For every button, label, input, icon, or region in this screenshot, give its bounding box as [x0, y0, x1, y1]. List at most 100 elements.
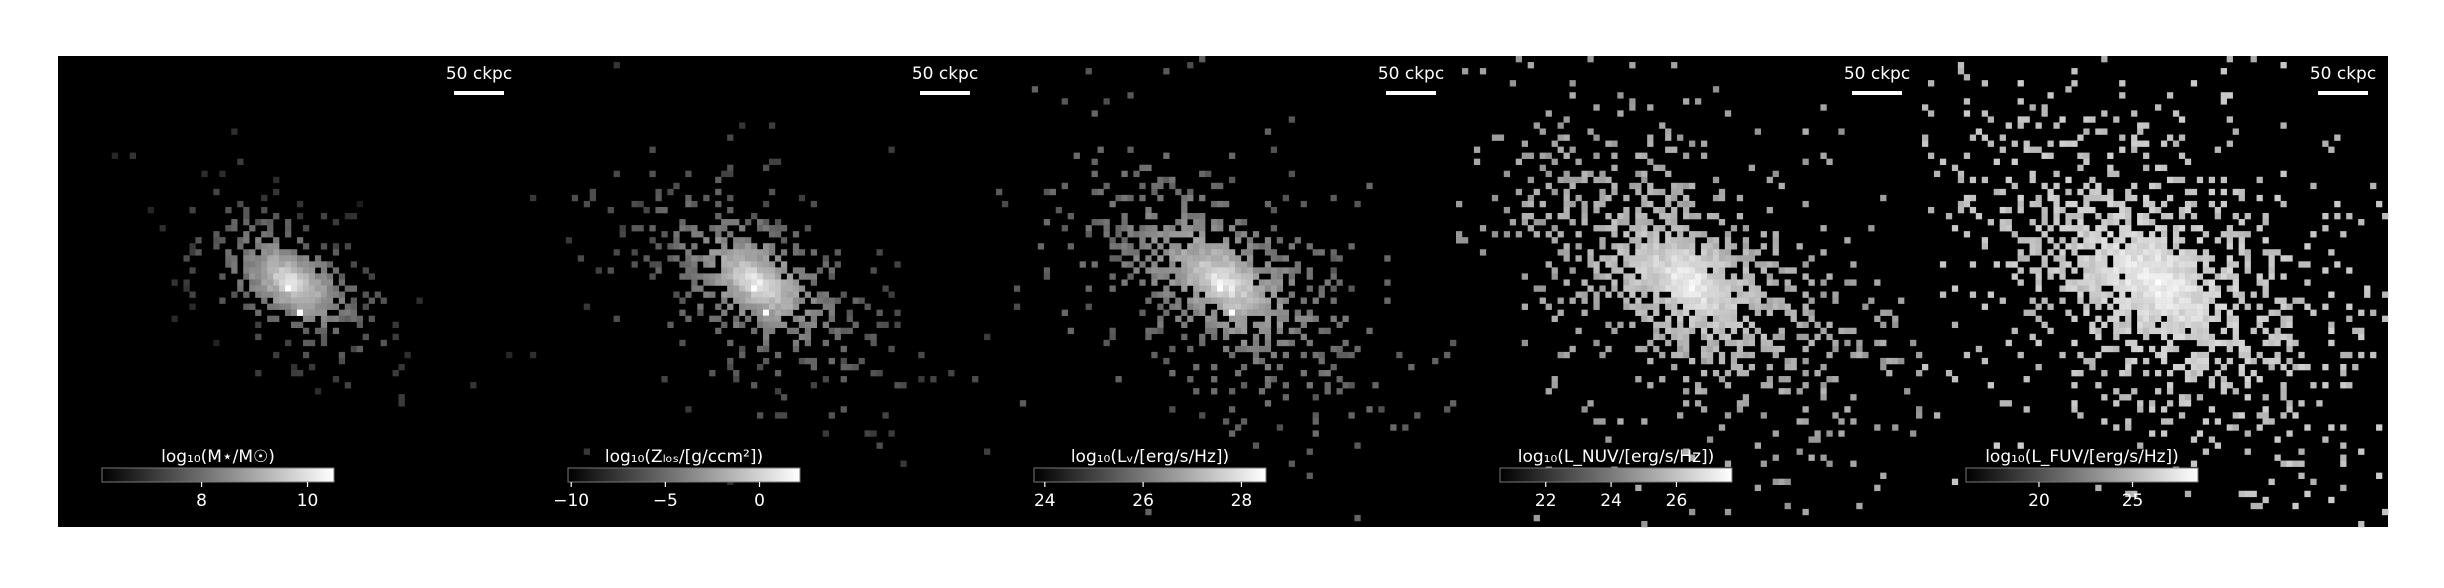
pixel	[2089, 237, 2096, 244]
pixel	[2149, 285, 2156, 292]
pixel	[2125, 303, 2132, 310]
pixel	[243, 237, 250, 244]
pixel	[2101, 370, 2108, 377]
pixel	[1234, 315, 1242, 322]
pixel	[2220, 382, 2227, 389]
pixel	[2071, 249, 2078, 256]
pixel	[1605, 436, 1612, 443]
pixel	[786, 297, 794, 304]
pixel	[1856, 351, 1863, 359]
pixel	[1175, 249, 1182, 256]
pixel	[1234, 327, 1242, 335]
pixel	[1838, 430, 1845, 437]
pixel	[332, 376, 340, 383]
pixel	[1641, 520, 1648, 528]
pixel	[2095, 213, 2102, 220]
pixel	[1951, 164, 1959, 172]
pixel	[1724, 243, 1732, 250]
pixel	[2143, 309, 2150, 316]
pixel	[1205, 315, 1212, 322]
pixel	[2065, 309, 2072, 316]
pixel	[1653, 333, 1660, 341]
pixel	[1151, 279, 1158, 286]
pixel	[1694, 321, 1702, 329]
pixel	[1784, 502, 1791, 510]
pixel	[1187, 297, 1194, 304]
pixel	[1754, 291, 1761, 298]
pixel	[1647, 255, 1654, 262]
pixel	[1689, 297, 1696, 304]
pixel	[2113, 279, 2120, 286]
pixel	[1605, 255, 1612, 262]
pixel	[1270, 146, 1278, 153]
pixel	[2172, 345, 2180, 353]
pixel	[757, 219, 764, 226]
pixel	[1683, 152, 1690, 159]
pixel	[2220, 188, 2227, 196]
pixel	[285, 285, 292, 292]
pixel	[1539, 164, 1546, 172]
pixel	[2226, 309, 2233, 316]
pixel	[685, 225, 692, 232]
pixel	[1808, 309, 1815, 316]
pixel	[1187, 225, 1194, 232]
pixel	[1264, 321, 1272, 329]
pixel	[2196, 315, 2204, 322]
pixel	[1683, 225, 1690, 232]
pixel	[1103, 225, 1110, 232]
pixel	[308, 267, 316, 274]
pixel	[1348, 351, 1355, 359]
pixel	[1671, 206, 1678, 214]
pixel	[1862, 303, 1869, 310]
pixel	[2256, 502, 2263, 510]
pixel	[792, 297, 800, 304]
pixel	[1193, 219, 1200, 226]
pixel	[1187, 62, 1194, 69]
pixel	[2101, 394, 2108, 401]
pixel	[2089, 176, 2096, 184]
pixel	[2166, 339, 2174, 347]
pixel	[1163, 285, 1170, 292]
pixel	[1181, 273, 1188, 280]
pixel	[2244, 394, 2251, 401]
pixel	[1700, 279, 1708, 286]
pixel	[673, 243, 680, 250]
pixel	[2340, 442, 2347, 449]
pixel	[900, 382, 907, 389]
pixel	[2125, 279, 2132, 286]
pixel	[715, 213, 722, 220]
pixel	[1712, 297, 1720, 304]
pixel	[1252, 243, 1260, 250]
pixel	[2113, 333, 2120, 341]
pixel	[1276, 315, 1284, 322]
pixel	[2101, 219, 2108, 226]
pixel	[870, 339, 877, 347]
pixel	[2226, 116, 2233, 123]
pixel	[2346, 303, 2353, 310]
pixel	[189, 291, 196, 298]
pixel	[1694, 315, 1702, 322]
pixel	[1312, 297, 1319, 304]
pixel	[1342, 382, 1349, 389]
pixel	[727, 255, 734, 262]
pixel	[2160, 406, 2168, 413]
pixel	[285, 249, 292, 256]
pixel	[1479, 68, 1487, 75]
pixel	[1336, 255, 1343, 262]
pixel	[709, 291, 716, 298]
pixel	[1258, 327, 1266, 335]
pixel	[1252, 303, 1260, 310]
colorbar-tick-label: 25	[2122, 491, 2144, 511]
pixel	[2119, 213, 2126, 220]
pixel	[2232, 273, 2239, 280]
pixel	[1724, 279, 1732, 286]
pixel	[1706, 339, 1714, 347]
pixel	[1635, 219, 1642, 226]
pixel	[1820, 152, 1827, 159]
pixel	[1121, 237, 1128, 244]
pixel	[2286, 400, 2293, 407]
pixel	[1593, 418, 1600, 425]
pixel	[2304, 303, 2311, 310]
pixel	[840, 327, 847, 335]
pixel	[2095, 333, 2102, 341]
